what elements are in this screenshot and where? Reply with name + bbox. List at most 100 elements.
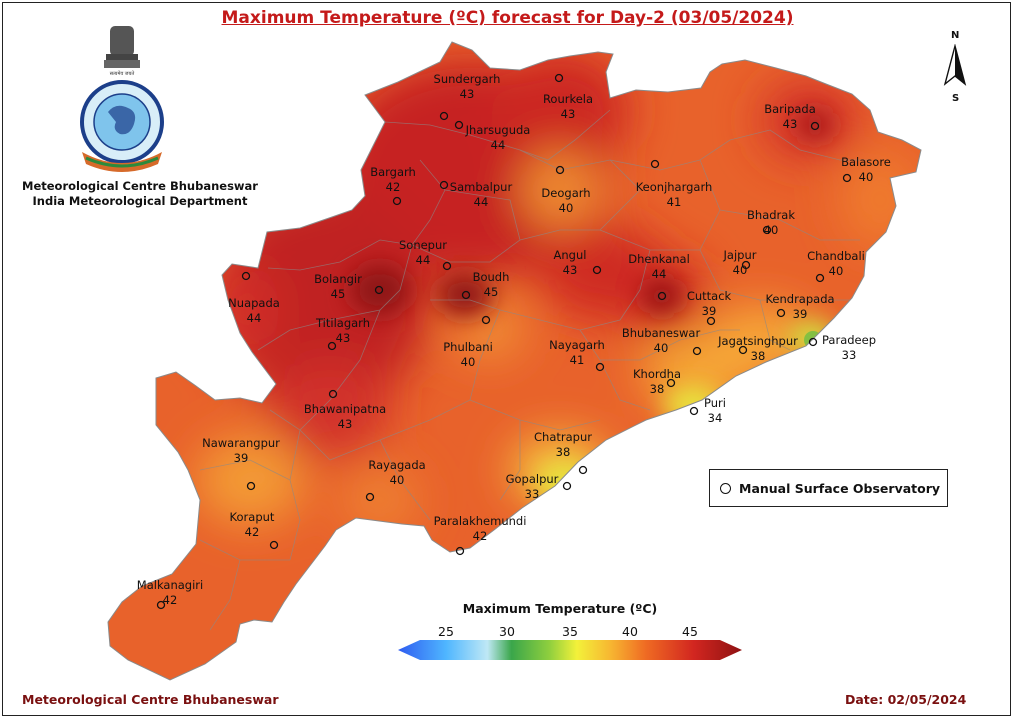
station-temperature: 41 [666,195,682,209]
station-label: Gopalpur 33 [506,472,559,502]
station-marker [365,492,375,502]
station-name: Jajpur [723,248,757,262]
station-name: Rourkela [542,92,594,106]
compass-north-label: N [951,30,960,41]
station-temperature: 43 [335,331,351,345]
footer-date: Date: 02/05/2024 [845,692,967,707]
station-temperature: 40 [389,473,405,487]
station-name: Paralakhemundi [433,514,527,528]
station-temperature: 40 [558,201,574,215]
station-label: Bolangir 45 [314,272,362,302]
station-label: Dhenkanal 44 [628,252,690,282]
colorbar-tick: 25 [438,624,454,639]
station-name: Chandbali [807,249,865,263]
station-name: Bhawanipatna [303,402,387,416]
station-temperature: 38 [649,382,665,396]
station-marker [741,260,751,270]
district-boundaries [199,109,870,631]
station-label: Keonjhargarh 41 [636,180,713,210]
station-label: Jagatsinghpur 38 [718,334,798,364]
station-name: Malkanagiri [136,578,204,592]
station-marker [481,315,491,325]
station-label: Nayagarh 41 [549,338,605,368]
station-marker [461,290,471,300]
station-name: Cuttack [686,289,732,303]
station-name: Khordha [632,367,682,381]
station-temperature: 39 [701,304,717,318]
station-name: Sundergarh [433,72,501,86]
station-name: Bolangir [314,272,362,286]
station-temperature: 34 [707,411,723,425]
observatory-marker-icon [720,482,731,494]
station-name: Paradeep [822,333,876,347]
station-temperature: 40 [460,355,476,369]
station-name: Balasore [841,155,891,169]
station-name: Nayagarh [549,338,605,352]
station-marker [808,337,818,347]
station-temperature: 42 [385,180,401,194]
station-name: Sambalpur [449,180,513,194]
station-label: Phulbani 40 [443,340,493,370]
station-temperature: 40 [653,341,669,355]
station-temperature: 43 [337,417,353,431]
station-name: Kendrapada [765,292,835,306]
station-label: Bhawanipatna 43 [304,402,386,432]
colorbar-tick: 45 [682,624,698,639]
org-name: Meteorological Centre Bhubaneswar [22,179,258,193]
station-name: Gopalpur [505,472,559,486]
station-name: Chatrapur [534,430,592,444]
station-marker [842,173,852,183]
station-name: Angul [553,248,587,262]
station-temperature: 38 [750,349,766,363]
station-marker [327,341,337,351]
station-marker [689,406,699,416]
station-label: Baripada 43 [764,102,816,132]
station-label: Rayagada 40 [368,458,425,488]
station-marker [439,111,449,121]
station-marker [595,362,605,372]
station-marker [246,481,256,491]
station-label: Puri 34 [704,396,726,426]
station-marker [454,120,464,130]
compass-south-label: S [952,93,960,104]
station-marker [762,225,772,235]
station-name: Titilagarh [316,316,370,330]
station-label: Balasore 40 [841,155,891,185]
station-label: Khordha 38 [633,367,681,397]
station-label: Bargarh 42 [370,165,416,195]
station-marker [776,308,786,318]
station-name: Bhadrak [747,208,795,222]
station-temperature: 40 [858,170,874,184]
station-temperature: 38 [555,445,571,459]
station-temperature: 33 [524,487,540,501]
station-temperature: 44 [415,253,431,267]
station-name: Nawarangpur [202,436,280,450]
station-label: Angul 43 [554,248,587,278]
station-marker [442,261,452,271]
station-marker [815,273,825,283]
station-marker [374,285,384,295]
station-label: Paradeep 33 [822,333,876,363]
station-marker [562,481,572,491]
station-marker [328,389,338,399]
colorbar-title: Maximum Temperature (ºC) [462,601,658,616]
station-temperature: 40 [732,263,748,277]
colorbar [398,640,742,660]
station-label: Sundergarh 43 [434,72,501,102]
station-temperature: 42 [472,529,488,543]
station-temperature: 43 [560,107,576,121]
station-temperature: 44 [490,138,506,152]
station-name: Jagatsinghpur [718,334,798,348]
station-name: Baripada [764,102,816,116]
station-marker [706,316,716,326]
station-temperature: 33 [841,348,857,362]
station-name: Bhubaneswar [621,326,701,340]
org-department: India Meteorological Department [32,194,248,208]
station-label: Jajpur 40 [724,248,757,278]
station-name: Nuapada [228,296,280,310]
station-label: Rourkela 43 [543,92,593,122]
station-label: Titilagarh 43 [316,316,370,346]
station-marker [592,265,602,275]
station-marker [439,180,449,190]
